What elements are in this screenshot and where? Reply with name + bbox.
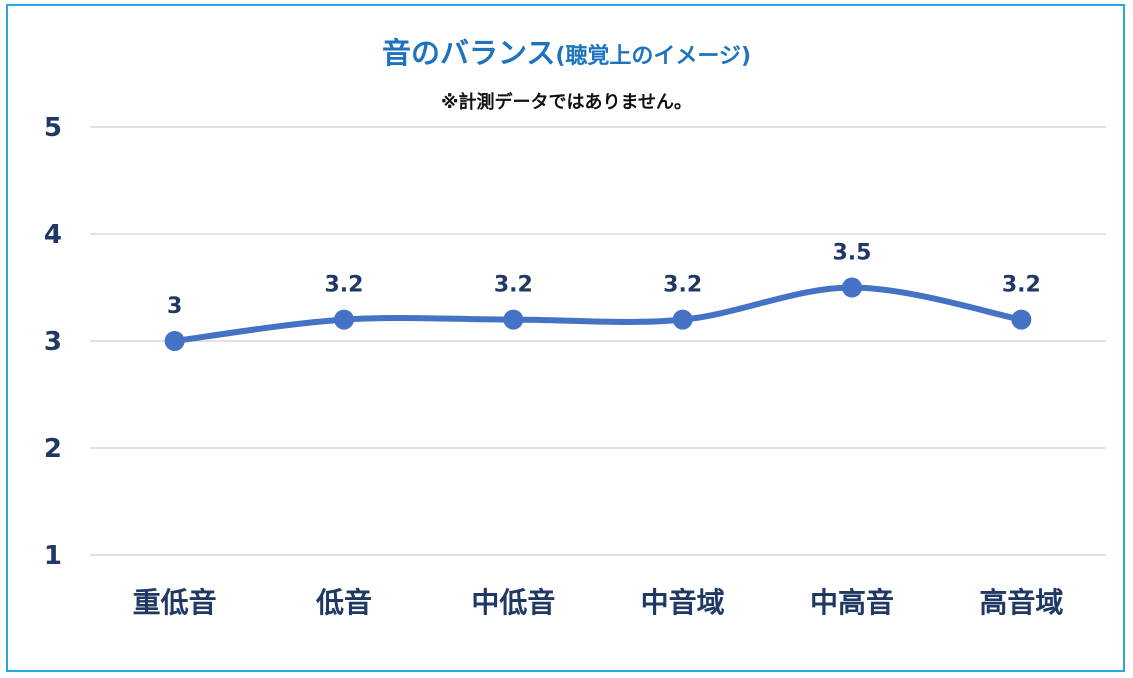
chart-subtitle: ※計測データではありません。	[441, 92, 692, 113]
x-axis-ticks: 重低音 低音 中低音 中音域 中高音 高音域	[133, 586, 1064, 619]
x-tick-label: 低音	[315, 586, 372, 619]
x-tick-label: 重低音	[133, 586, 217, 619]
y-tick-label: 4	[44, 220, 62, 250]
chart-title: 音のバランス(聴覚上のイメージ)	[0, 30, 1133, 72]
data-point	[1011, 309, 1032, 330]
data-label: 3.2	[325, 273, 364, 298]
y-tick-label: 1	[44, 541, 62, 571]
data-label: 3.2	[494, 273, 533, 298]
y-tick-label: 3	[44, 327, 62, 357]
y-tick-label: 2	[44, 434, 62, 464]
data-label: 3.2	[663, 273, 702, 298]
data-point	[164, 331, 185, 351]
series-path	[171, 284, 1025, 344]
series-line	[171, 284, 1025, 344]
data-point	[334, 309, 354, 330]
data-labels: 3 3.2 3.2 3.2 3.5 3.2	[167, 241, 1041, 320]
data-label: 3.2	[1002, 273, 1041, 298]
data-point	[503, 309, 524, 330]
gridlines	[90, 126, 1106, 556]
y-axis-ticks: 1 2 3 4 5	[44, 113, 62, 571]
data-point	[672, 309, 693, 330]
data-point	[842, 277, 862, 298]
title-main: 音のバランス	[381, 36, 556, 70]
x-tick-label: 中低音	[471, 586, 555, 619]
x-tick-label: 高音域	[979, 586, 1063, 619]
series-points	[164, 277, 1032, 351]
x-tick-label: 中音域	[641, 586, 725, 619]
x-tick-label: 中高音	[810, 586, 894, 619]
data-label: 3	[167, 294, 182, 319]
y-tick-label: 5	[44, 113, 62, 143]
title-suffix: (聴覚上のイメージ)	[555, 44, 752, 69]
data-label: 3.5	[833, 241, 872, 266]
